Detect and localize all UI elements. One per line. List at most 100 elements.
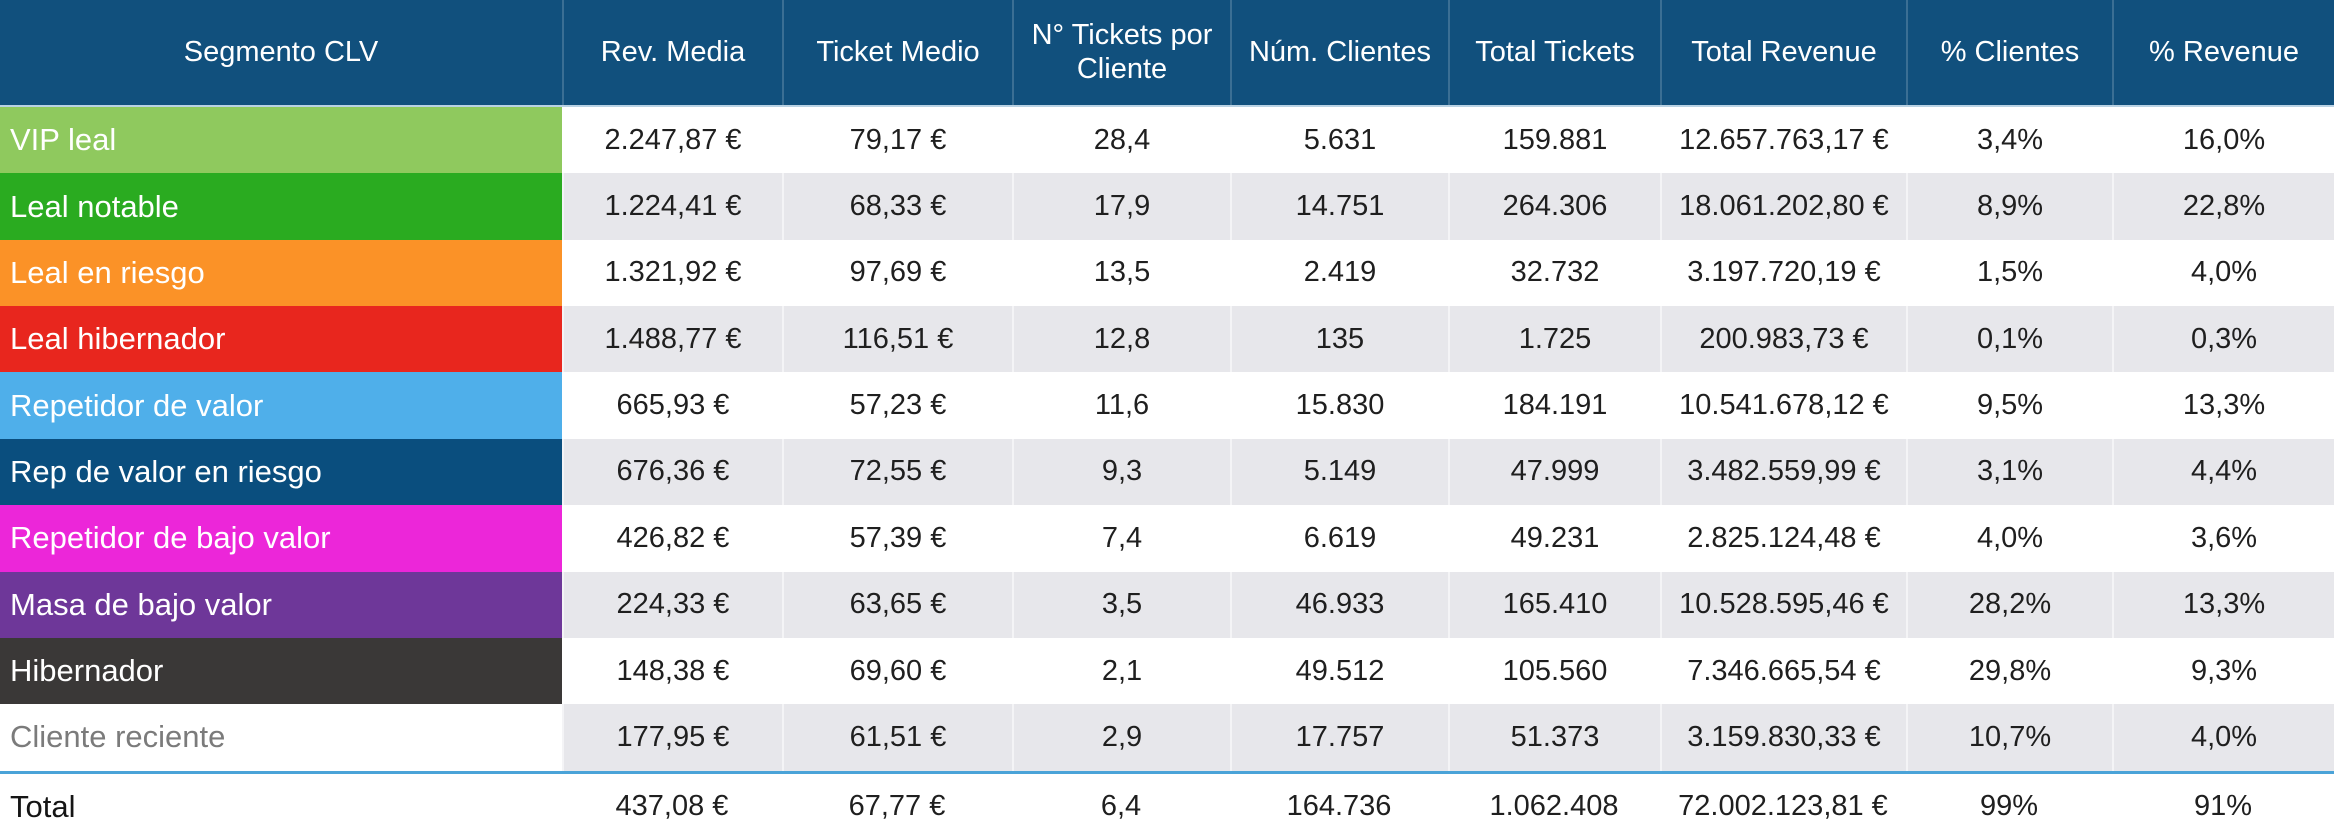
table-cell: 3,4% [1906, 107, 2112, 174]
table-row: Hibernador 148,38 €69,60 €2,1 49.512 105.56… [0, 637, 2334, 705]
segment-label-cell: Cliente reciente [0, 704, 562, 771]
table-cell: 4,0% [1906, 505, 2112, 572]
total-cell: 6,4 [1100, 790, 1142, 823]
total-cell: 437,08 € [615, 790, 729, 823]
table-cell: 28,2% [1906, 571, 2112, 638]
table-cell: 159.881 [1448, 107, 1660, 174]
column-header-2: Ticket Medio [782, 0, 1012, 105]
total-cell: 1.062.408 [1489, 790, 1619, 823]
table-cell: 68,33 € [782, 173, 1012, 240]
table-cell: 9,3 [1012, 438, 1230, 506]
table-cell: 3,1% [1906, 438, 2112, 506]
segment-label-cell: Repetidor de bajo valor [0, 505, 562, 572]
table-cell: 32.732 [1448, 239, 1660, 307]
total-cell: 99% [1979, 790, 2039, 823]
column-header-7: % Clientes [1906, 0, 2112, 105]
table-cell: 200.983,73 € [1660, 306, 1906, 373]
table-cell: 3.482.559,99 € [1660, 438, 1906, 506]
table-cell: 665,93 € [562, 372, 782, 439]
total-cell: 72.002.123,81 € [1678, 790, 1888, 823]
table-cell: 49.512 [1230, 637, 1448, 705]
segment-label-cell: Repetidor de valor [0, 372, 562, 439]
table-cell: 4,4% [2112, 438, 2334, 506]
table-cell: 79,17 € [782, 107, 1012, 174]
table-cell: 177,95 € [562, 704, 782, 771]
table-cell: 9,5% [1906, 372, 2112, 439]
table-cell: 2.419 [1230, 239, 1448, 307]
table-cell: 116,51 € [782, 306, 1012, 373]
table-cell: 57,23 € [782, 372, 1012, 439]
table-cell: 2,9 [1012, 704, 1230, 771]
table-cell: 22,8% [2112, 173, 2334, 240]
segment-label-cell: VIP leal [0, 107, 562, 174]
table-cell: 4,0% [2112, 239, 2334, 307]
table-cell: 7,4 [1012, 505, 1230, 572]
table-row: VIP leal 2.247,87 €79,17 €28,4 5.631 159.88… [0, 107, 2334, 174]
table-row: Repetidor de valor 665,93 €57,23 €11,6 15.… [0, 372, 2334, 439]
table-cell: 12,8 [1012, 306, 1230, 373]
table-cell: 28,4 [1012, 107, 1230, 174]
table-cell: 2.247,87 € [562, 107, 782, 174]
table-cell: 3,6% [2112, 505, 2334, 572]
column-header-6: Total Revenue [1660, 0, 1906, 105]
segment-label-cell: Leal en riesgo [0, 239, 562, 307]
total-cell: 91% [2193, 790, 2253, 823]
table-cell: 16,0% [2112, 107, 2334, 174]
table-cell: 69,60 € [782, 637, 1012, 705]
column-header-1: Rev. Media [562, 0, 782, 105]
table-cell: 1.488,77 € [562, 306, 782, 373]
table-cell: 17.757 [1230, 704, 1448, 771]
table-cell: 13,3% [2112, 571, 2334, 638]
table-cell: 4,0% [2112, 704, 2334, 771]
table-cell: 135 [1230, 306, 1448, 373]
table-cell: 14.751 [1230, 173, 1448, 240]
table-row: Cliente reciente 177,95 €61,51 €2,9 17.757… [0, 704, 2334, 771]
table-cell: 13,3% [2112, 372, 2334, 439]
table-cell: 6.619 [1230, 505, 1448, 572]
table-cell: 1,5% [1906, 239, 2112, 307]
table-cell: 264.306 [1448, 173, 1660, 240]
segment-label-cell: Masa de bajo valor [0, 571, 562, 638]
table-cell: 105.560 [1448, 637, 1660, 705]
table-cell: 2.825.124,48 € [1660, 505, 1906, 572]
table-cell: 47.999 [1448, 438, 1660, 506]
table-header-row: Segmento CLV Rev. Media Ticket Medio N° Tic… [0, 0, 2334, 107]
total-cell: 164.736 [1286, 790, 1392, 823]
table-cell: 148,38 € [562, 637, 782, 705]
table-cell: 46.933 [1230, 571, 1448, 638]
table-cell: 29,8% [1906, 637, 2112, 705]
table-cell: 13,5 [1012, 239, 1230, 307]
segment-label-cell: Leal notable [0, 173, 562, 240]
table-row: Repetidor de bajo valor 426,82 €57,39 €7,… [0, 505, 2334, 572]
table-cell: 184.191 [1448, 372, 1660, 439]
table-cell: 72,55 € [782, 438, 1012, 506]
table-cell: 3.197.720,19 € [1660, 239, 1906, 307]
table-cell: 49.231 [1448, 505, 1660, 572]
table-cell: 165.410 [1448, 571, 1660, 638]
table-cell: 15.830 [1230, 372, 1448, 439]
segment-label-cell: Hibernador [0, 637, 562, 705]
column-header-3: N° Tickets por Cliente [1012, 0, 1230, 105]
table-cell: 3,5 [1012, 571, 1230, 638]
table-row: Leal en riesgo 1.321,92 €97,69 €13,5 2.419… [0, 239, 2334, 307]
table-cell: 1.321,92 € [562, 239, 782, 307]
table-cell: 12.657.763,17 € [1660, 107, 1906, 174]
table-cell: 61,51 € [782, 704, 1012, 771]
table-cell: 426,82 € [562, 505, 782, 572]
table-cell: 17,9 [1012, 173, 1230, 240]
table-row: Rep de valor en riesgo 676,36 €72,55 €9,3… [0, 438, 2334, 506]
table-cell: 0,3% [2112, 306, 2334, 373]
table-cell: 51.373 [1448, 704, 1660, 771]
column-header-4: Núm. Clientes [1230, 0, 1448, 105]
table-cell: 63,65 € [782, 571, 1012, 638]
table-cell: 9,3% [2112, 637, 2334, 705]
table-cell: 1.725 [1448, 306, 1660, 373]
table-cell: 3.159.830,33 € [1660, 704, 1906, 771]
table-cell: 97,69 € [782, 239, 1012, 307]
table-cell: 10.528.595,46 € [1660, 571, 1906, 638]
total-cell: 67,77 € [848, 790, 946, 823]
table-cell: 0,1% [1906, 306, 2112, 373]
table-cell: 10,7% [1906, 704, 2112, 771]
table-row: Leal hibernador 1.488,77 €116,51 €12,8 135… [0, 306, 2334, 373]
